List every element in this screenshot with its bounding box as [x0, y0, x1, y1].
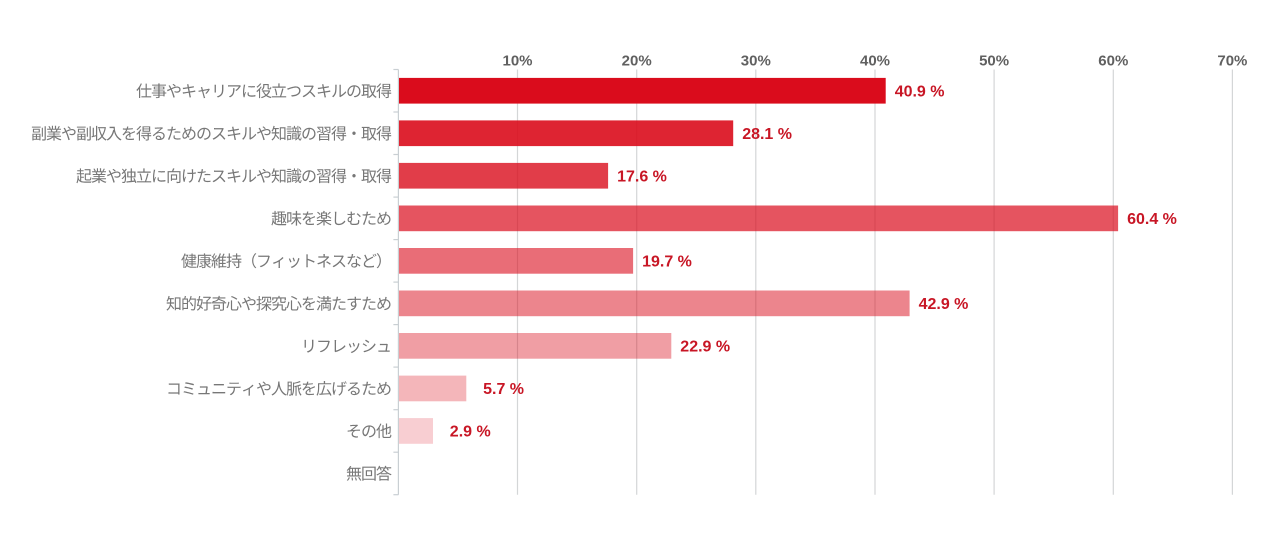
svg-text:40.9 %: 40.9 %	[895, 84, 945, 101]
svg-text:70%: 70%	[1217, 53, 1247, 70]
svg-text:22.9 %: 22.9 %	[680, 339, 730, 356]
svg-text:30%: 30%	[741, 53, 771, 70]
svg-text:17.6 %: 17.6 %	[617, 169, 667, 186]
svg-text:20%: 20%	[622, 53, 652, 70]
svg-text:28.1 %: 28.1 %	[742, 126, 792, 143]
svg-text:2.9 %: 2.9 %	[450, 424, 491, 441]
svg-text:19.7 %: 19.7 %	[642, 254, 692, 271]
svg-text:60%: 60%	[1098, 53, 1128, 70]
svg-text:42.9 %: 42.9 %	[919, 296, 969, 313]
svg-text:50%: 50%	[979, 53, 1009, 70]
svg-text:40%: 40%	[860, 53, 890, 70]
svg-text:60.4 %: 60.4 %	[1127, 211, 1177, 228]
svg-text:5.7 %: 5.7 %	[483, 381, 524, 398]
svg-text:10%: 10%	[502, 53, 532, 70]
